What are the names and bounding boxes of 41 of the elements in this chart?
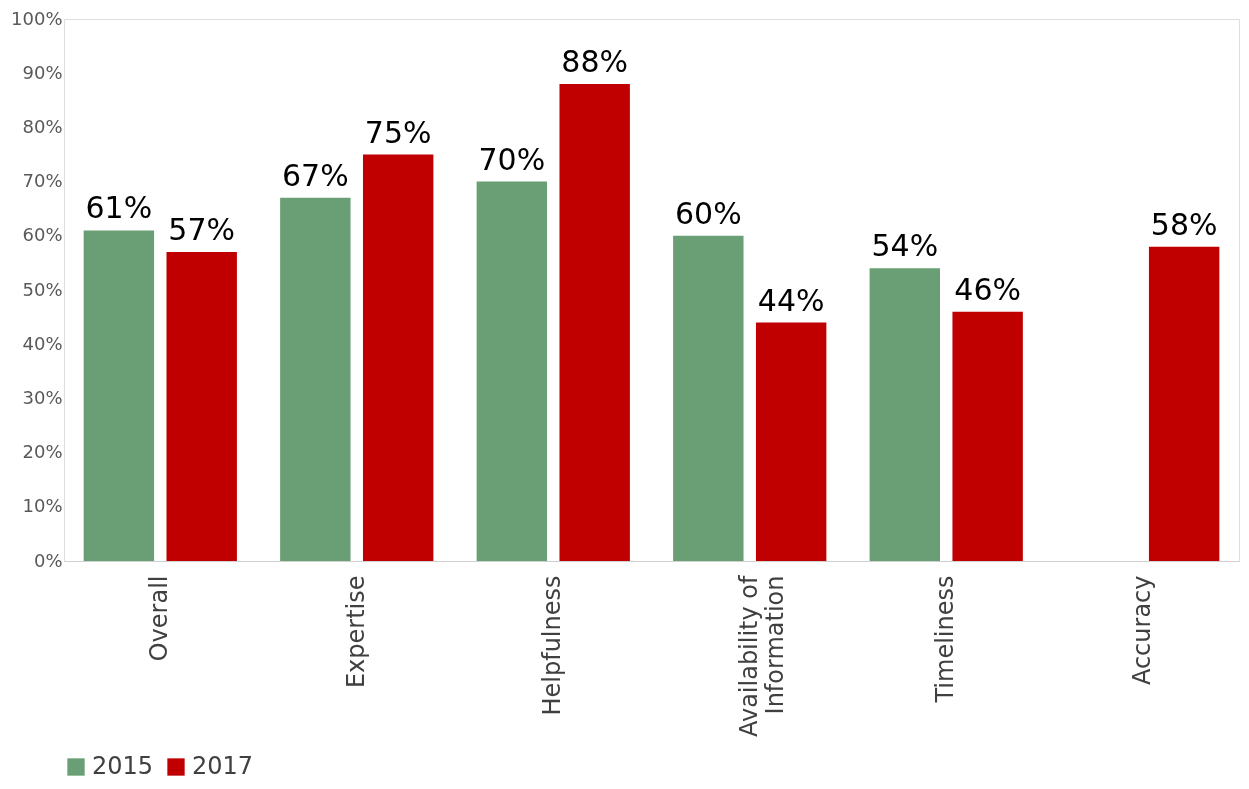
data-label: 57% (168, 212, 236, 248)
bar (559, 84, 630, 561)
bar (83, 230, 155, 561)
y-tick-label: 80% (22, 115, 63, 137)
bar (362, 154, 434, 561)
y-tick-label: 60% (22, 224, 63, 246)
x-tick-label: Accuracy (1127, 575, 1156, 686)
bar (280, 197, 351, 561)
data-label: 75% (364, 114, 432, 150)
y-tick-label: 100% (11, 7, 63, 29)
y-tick-label: 50% (22, 278, 63, 300)
bar (1148, 246, 1220, 561)
data-label: 70% (478, 141, 546, 177)
data-label: 44% (757, 282, 825, 318)
legend-label: 2015 (92, 752, 154, 780)
legend-label: 2017 (192, 752, 254, 780)
bar (869, 268, 941, 561)
y-tick-label: 70% (22, 170, 63, 192)
data-label: 60% (674, 195, 742, 231)
y-tick-label: 30% (22, 386, 63, 408)
y-tick-label: 20% (22, 441, 63, 463)
x-tick-label: Overall (145, 575, 174, 662)
bar (755, 322, 827, 561)
data-label: 61% (85, 190, 153, 226)
bar (476, 181, 548, 561)
data-label: 54% (871, 228, 939, 264)
y-tick-label: 10% (22, 495, 63, 517)
data-label: 58% (1150, 206, 1218, 242)
x-tick-label: Timeliness (931, 575, 960, 704)
y-tick-label: 0% (33, 549, 63, 571)
data-label: 46% (954, 271, 1021, 307)
data-label: 67% (282, 157, 349, 193)
bar (952, 311, 1023, 561)
y-tick-label: 90% (22, 61, 63, 83)
x-tick-label: Helpfulness (538, 575, 567, 716)
x-tick-label: Expertise (341, 575, 370, 689)
bar (166, 252, 237, 561)
data-label: 88% (561, 44, 629, 80)
bar (673, 235, 744, 561)
x-tick-label: Availability of Information (734, 574, 789, 738)
y-tick-label: 40% (22, 332, 63, 354)
